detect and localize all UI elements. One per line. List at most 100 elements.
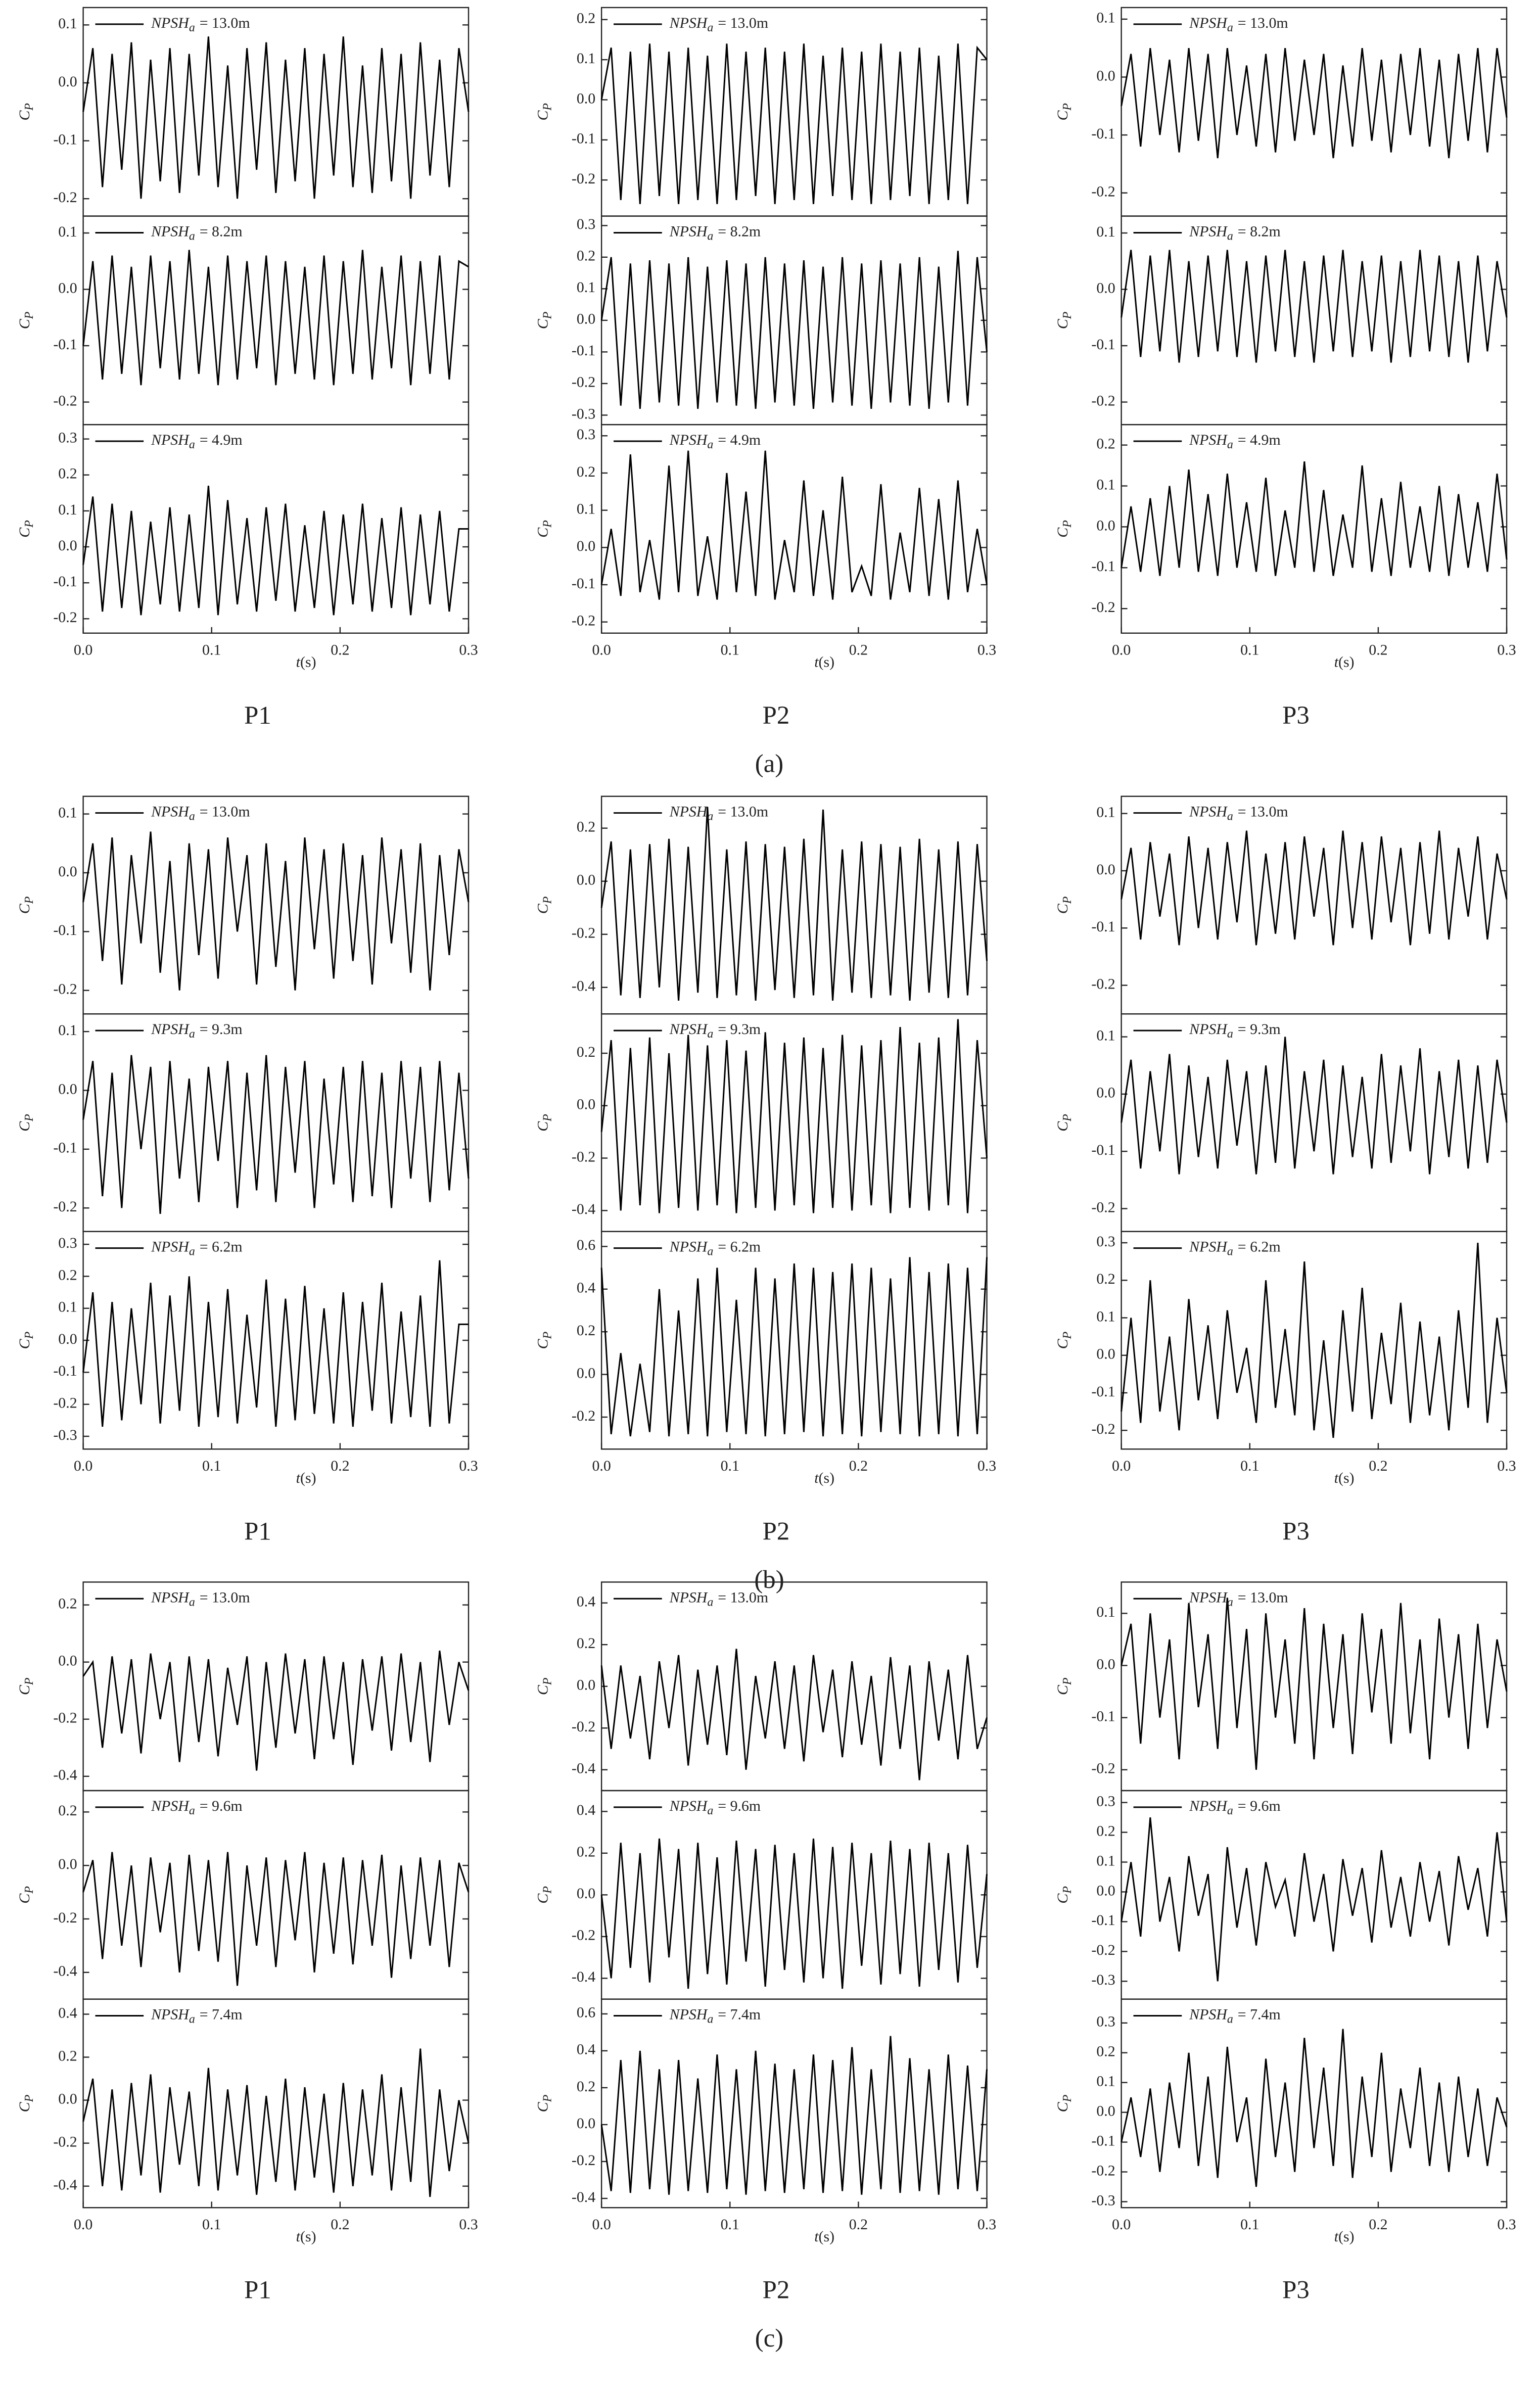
y-tick-label: 0.2 [1096,1271,1115,1287]
legend-label: NPSHa = 13.0m [669,15,768,35]
y-tick-label: -0.2 [572,613,595,629]
legend-sub: a [189,810,195,823]
y-tick-label: 0.0 [58,537,77,554]
y-tick-label: -0.2 [1091,183,1115,200]
legend-value: = 9.3m [1238,1021,1281,1038]
x-axis-label: t(s) [296,1470,316,1486]
legend-sub: a [707,810,713,823]
y-tick-label: 0.2 [577,463,595,480]
y-tick-label: -0.2 [53,609,77,626]
y-axis-label: CP [1054,312,1075,330]
signal-line [1121,2029,1508,2187]
y-tick-label: -0.2 [53,2133,77,2150]
legend-label: NPSHa = 9.3m [669,1021,761,1041]
y-tick-label: 0.1 [58,804,77,821]
y-label-sub: P [541,103,554,111]
panel-frame [82,1581,470,1792]
y-label-main: C [534,1893,551,1904]
y-tick-label: -0.2 [572,1408,595,1424]
signal-line [82,1650,470,1771]
legend-sub: a [707,21,713,34]
legend-name: NPSH [669,803,708,820]
legend-sub: a [189,230,195,243]
y-tick-label: 0.2 [577,819,595,835]
y-axis-label: CP [16,1332,36,1349]
x-tick-label: 0.0 [1112,2216,1131,2233]
panel-frame [600,1998,988,2209]
legend-label: NPSHa = 9.3m [1189,1021,1281,1041]
y-label-main: C [16,527,33,538]
y-tick-label: 0.1 [58,501,77,518]
legend-label: NPSHa = 13.0m [1189,803,1288,823]
y-tick-label: -0.2 [1091,599,1115,616]
panel-frame [600,424,988,634]
legend-name: NPSH [1189,223,1228,240]
y-axis-label: CP [534,897,554,914]
y-label-main: C [16,318,33,329]
x-axis-label: t(s) [1334,1470,1355,1486]
y-tick-label: -0.2 [53,1909,77,1926]
y-label-main: C [16,1121,33,1132]
x-label-unit: (s) [300,1470,316,1486]
x-label-var: t [296,1470,301,1486]
y-label-main: C [534,110,551,121]
y-axis-label: CP [534,520,554,538]
y-label-sub: P [1061,1332,1074,1340]
legend-value: = 13.0m [1238,15,1288,31]
legend-value: = 9.6m [1238,1798,1281,1814]
y-tick-label: -0.1 [572,342,595,359]
panel-frame [1121,424,1508,634]
y-tick-label: 0.0 [58,2090,77,2107]
legend-label: NPSHa = 13.0m [151,803,250,823]
y-label-sub: P [23,1677,36,1685]
y-tick-label: 0.2 [577,1322,595,1339]
y-label-main: C [1054,1893,1071,1904]
legend-name: NPSH [669,15,708,31]
y-tick-label: 0.1 [1096,476,1115,493]
y-tick-label: 0.0 [1096,861,1115,878]
column-caption: P2 [763,1517,790,1545]
x-tick-label: 0.1 [721,642,739,659]
panel-frame [1121,1231,1508,1450]
y-axis-label: CP [1054,1677,1075,1695]
y-tick-label: -0.2 [1091,1760,1115,1777]
legend-value: = 13.0m [200,15,250,31]
y-tick-label: 0.2 [1096,1822,1115,1839]
y-tick-label: 0.3 [577,426,595,443]
y-label-sub: P [23,1886,36,1894]
x-label-var: t [814,2228,819,2245]
legend-value: = 4.9m [200,432,243,448]
y-tick-label: 0.2 [58,1267,77,1283]
signal-line [1121,250,1508,363]
y-tick-label: 0.2 [1096,435,1115,452]
y-tick-label: -0.1 [1091,918,1115,935]
y-tick-label: 0.1 [58,223,77,240]
signal-line [1121,1817,1508,1982]
legend-name: NPSH [151,2006,190,2023]
x-label-unit: (s) [819,2228,835,2245]
y-tick-label: 0.0 [577,90,595,107]
x-tick-label: 0.0 [1112,642,1131,659]
y-tick-label: 0.1 [1096,1604,1115,1620]
x-tick-label: 0.1 [202,1458,221,1474]
y-tick-label: -0.2 [53,189,77,206]
x-tick-label: 0.2 [1369,2216,1387,2233]
y-tick-label: 0.0 [58,279,77,296]
y-label-main: C [16,1338,33,1349]
y-tick-label: 0.0 [58,1331,77,1347]
y-tick-label: -0.3 [53,1427,77,1443]
legend-sub: a [1227,1596,1233,1609]
y-axis-label: CP [534,1677,554,1695]
y-tick-label: -0.2 [572,1718,595,1735]
y-axis-label: CP [16,1677,36,1695]
legend-name: NPSH [1189,1798,1228,1814]
signal-line [82,485,469,616]
y-label-main: C [16,1893,33,1904]
legend-label: NPSHa = 13.0m [669,1589,768,1609]
legend-name: NPSH [151,223,190,240]
y-tick-label: 0.0 [577,1365,595,1381]
legend-name: NPSH [151,803,190,820]
legend-name: NPSH [669,432,708,448]
x-label-var: t [1334,2228,1339,2245]
